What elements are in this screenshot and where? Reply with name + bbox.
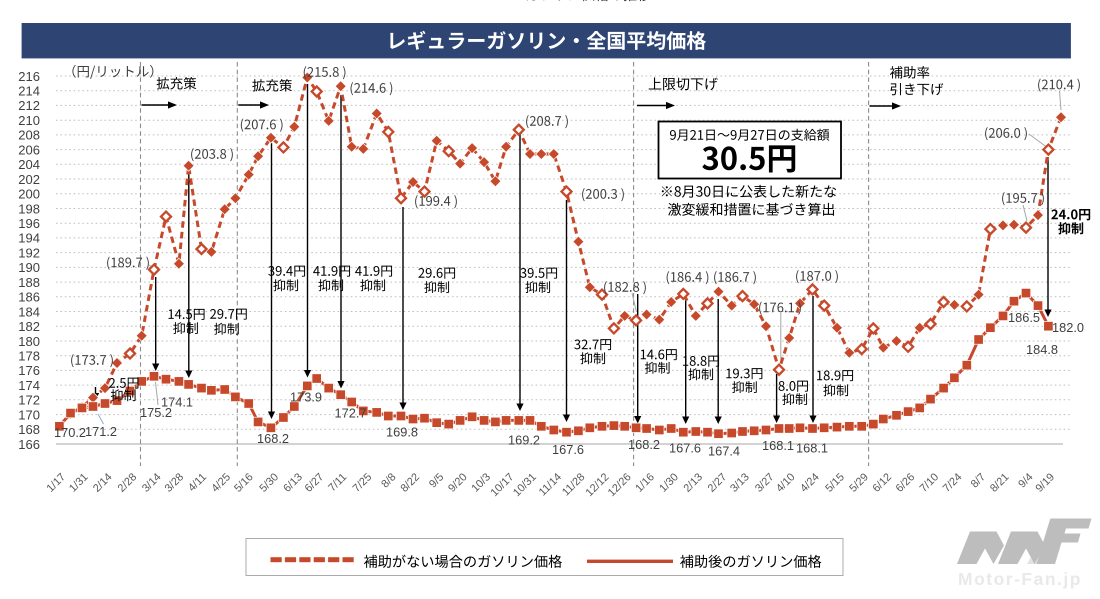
svg-text:7/11: 7/11 [326,471,349,494]
svg-text:167.6: 167.6 [552,442,584,457]
svg-text:9/19: 9/19 [1033,471,1057,495]
svg-text:6/27: 6/27 [303,471,327,495]
svg-text:Motor-Fan.jp: Motor-Fan.jp [958,569,1082,589]
svg-text:10/31: 10/31 [511,471,539,499]
svg-text:11/14: 11/14 [537,471,564,498]
svg-text:166: 166 [18,437,40,452]
svg-text:208: 208 [18,128,40,143]
svg-text:2/14: 2/14 [91,471,115,495]
svg-text:175.2: 175.2 [140,405,172,420]
svg-text:182.0: 182.0 [1052,320,1084,335]
svg-text:216: 216 [18,69,40,84]
svg-text:204: 204 [18,157,40,172]
svg-text:3/27: 3/27 [753,471,777,495]
svg-text:1/31: 1/31 [67,471,91,495]
svg-text:168.2: 168.2 [257,431,289,446]
svg-text:169.8: 169.8 [386,424,418,439]
svg-text:2/27: 2/27 [706,471,730,495]
svg-text:198: 198 [18,201,40,216]
svg-text:214: 214 [18,84,40,99]
svg-text:10/17: 10/17 [488,471,516,499]
svg-text:2/13: 2/13 [681,471,705,495]
svg-text:6/26: 6/26 [894,471,918,495]
svg-text:5/16: 5/16 [232,471,256,495]
svg-text:9/5: 9/5 [427,471,446,490]
svg-text:8/7: 8/7 [969,471,988,490]
svg-text:167.4: 167.4 [708,443,740,458]
svg-text:1/30: 1/30 [657,471,681,495]
svg-text:5/30: 5/30 [257,471,281,495]
svg-text:170: 170 [18,407,40,422]
svg-text:188: 188 [18,275,40,290]
svg-text:196: 196 [18,216,40,231]
svg-text:176: 176 [18,363,40,378]
svg-text:3/28: 3/28 [163,471,187,495]
svg-text:9/4: 9/4 [1016,471,1035,490]
svg-text:174: 174 [18,378,40,393]
svg-text:8/22: 8/22 [398,471,422,495]
svg-text:186.5: 186.5 [1008,310,1040,325]
svg-text:171.2: 171.2 [85,424,117,439]
svg-text:168.1: 168.1 [762,438,794,453]
svg-text:7/25: 7/25 [351,471,375,495]
svg-text:9/20: 9/20 [446,471,470,495]
svg-text:11/28: 11/28 [560,471,587,498]
svg-text:2/28: 2/28 [116,471,140,495]
svg-text:4/11: 4/11 [186,471,209,494]
svg-text:178: 178 [18,349,40,364]
svg-text:6/13: 6/13 [281,471,305,495]
svg-text:7/24: 7/24 [941,471,965,495]
svg-text:210: 210 [18,113,40,128]
svg-text:192: 192 [18,245,40,260]
svg-text:4/24: 4/24 [798,471,822,495]
svg-text:5/15: 5/15 [823,471,847,495]
svg-text:190: 190 [18,260,40,275]
svg-text:168: 168 [18,422,40,437]
svg-text:212: 212 [18,98,40,113]
svg-text:4/10: 4/10 [774,471,798,495]
svg-text:1/17: 1/17 [44,471,68,495]
svg-text:184.8: 184.8 [1026,342,1058,357]
svg-text:7/10: 7/10 [918,471,942,495]
svg-text:3/14: 3/14 [140,471,164,495]
svg-text:194: 194 [18,231,40,246]
svg-text:206: 206 [18,142,40,157]
svg-text:172.7: 172.7 [334,405,366,420]
svg-text:3/13: 3/13 [728,471,752,495]
svg-text:8/8: 8/8 [379,471,398,490]
svg-text:174.1: 174.1 [161,394,193,409]
svg-text:180: 180 [18,334,40,349]
svg-text:172: 172 [18,393,40,408]
svg-text:169.2: 169.2 [508,432,540,447]
svg-text:182: 182 [18,319,40,334]
svg-text:200: 200 [18,187,40,202]
svg-text:4/25: 4/25 [209,471,233,495]
svg-text:12/26: 12/26 [606,471,634,499]
svg-text:202: 202 [18,172,40,187]
svg-text:5/29: 5/29 [847,471,871,495]
svg-text:186: 186 [18,290,40,305]
svg-text:1/16: 1/16 [633,471,657,495]
svg-text:168.2: 168.2 [628,437,660,452]
svg-text:170.2: 170.2 [54,425,86,440]
svg-text:6/12: 6/12 [870,471,894,495]
svg-text:12/12: 12/12 [584,471,612,499]
svg-text:8/21: 8/21 [988,471,1012,495]
svg-text:184: 184 [18,304,40,319]
svg-text:168.1: 168.1 [796,440,828,455]
svg-text:173.9: 173.9 [290,389,322,404]
svg-text:167.6: 167.6 [669,440,701,455]
